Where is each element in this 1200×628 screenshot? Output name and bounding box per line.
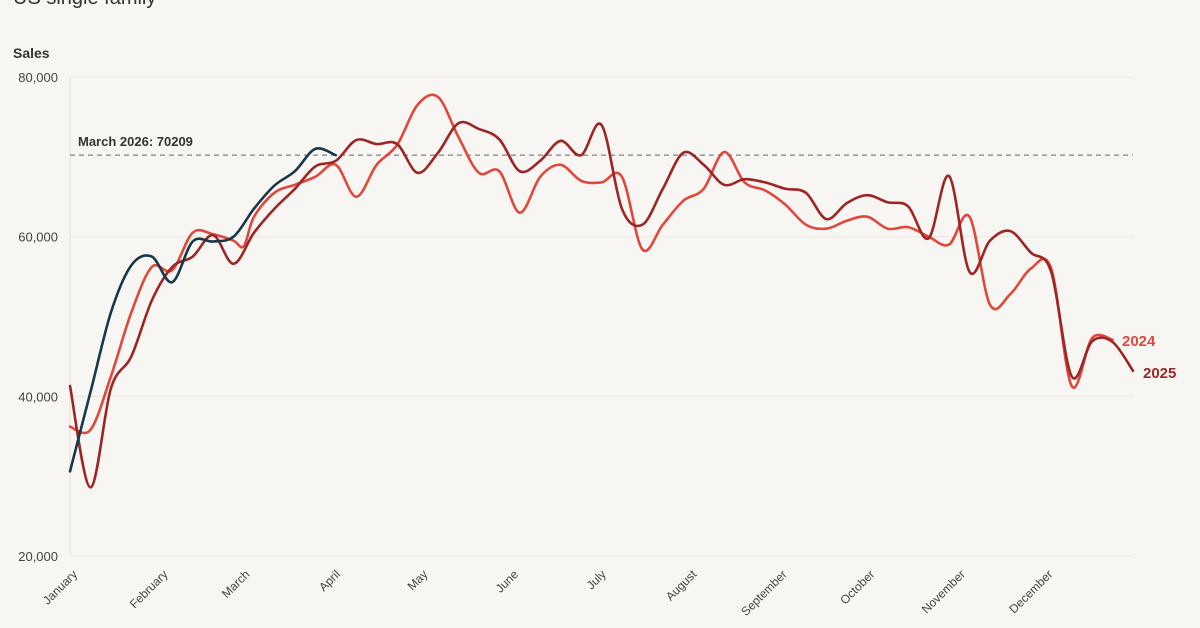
y-tick-label: 80,000 <box>18 70 58 85</box>
x-tick-label: August <box>663 567 700 604</box>
series-label-2024: 2024 <box>1122 333 1156 350</box>
x-tick-label: September <box>738 567 789 618</box>
x-tick-label: May <box>405 567 431 593</box>
y-axis-label: Sales <box>13 45 50 61</box>
x-tick-label: February <box>127 567 171 611</box>
x-tick-label: December <box>1006 567 1055 616</box>
x-tick-label: July <box>584 567 609 592</box>
series-line-2025 <box>68 120 1135 489</box>
x-tick-label: November <box>919 567 968 616</box>
x-tick-label: April <box>316 567 343 594</box>
y-tick-label: 20,000 <box>18 549 58 564</box>
y-tick-label: 60,000 <box>18 230 58 245</box>
series-line-2024 <box>68 93 1114 435</box>
series-line-current <box>68 147 338 473</box>
y-tick-label: 40,000 <box>18 389 58 404</box>
x-tick-label: June <box>493 567 522 596</box>
x-tick-label: March <box>219 567 252 600</box>
x-tick-label: October <box>837 567 877 607</box>
x-tick-label: January <box>40 567 80 607</box>
series-label-2025: 2025 <box>1143 365 1176 382</box>
reference-line-label: March 2026: 70209 <box>78 134 193 149</box>
chart-title: US single family <box>13 0 156 9</box>
